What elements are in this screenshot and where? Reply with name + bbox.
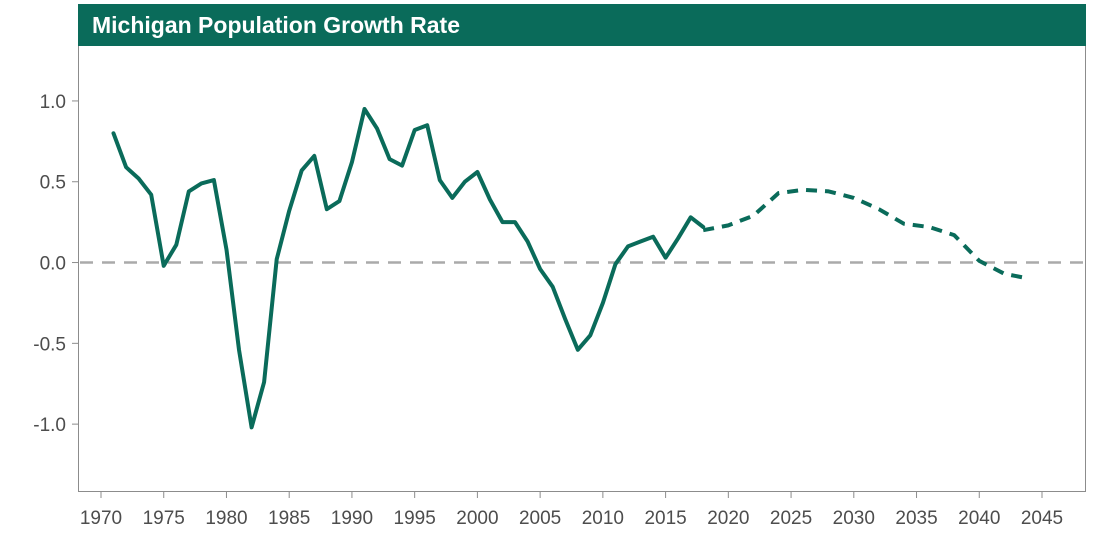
projected-growth-line xyxy=(702,187,1030,281)
y-tick-label: -1.0 xyxy=(33,415,66,436)
x-tick-label: 1980 xyxy=(205,508,247,529)
x-tick-label: 2040 xyxy=(958,508,1000,529)
y-tick-label: 0.0 xyxy=(40,254,66,275)
x-tick-label: 2020 xyxy=(707,508,749,529)
chart-title-bar: Michigan Population Growth Rate xyxy=(78,4,1086,46)
y-tick-label: -0.5 xyxy=(33,334,66,355)
x-tick-label: 2000 xyxy=(456,508,498,529)
y-tick-label: 1.0 xyxy=(40,92,66,113)
historical-growth-line xyxy=(111,107,706,430)
x-tick-label: 1985 xyxy=(268,508,310,529)
x-tick-label: 2025 xyxy=(770,508,812,529)
chart-title: Michigan Population Growth Rate xyxy=(92,11,460,38)
x-tick-label: 2045 xyxy=(1021,508,1063,529)
x-tick-label: 1970 xyxy=(80,508,122,529)
x-tick-label: 2035 xyxy=(895,508,937,529)
x-tick-label: 1995 xyxy=(394,508,436,529)
x-tick-label: 2015 xyxy=(644,508,686,529)
x-tick-label: 2030 xyxy=(833,508,875,529)
x-tick-label: 1990 xyxy=(331,508,373,529)
y-tick-label: 0.5 xyxy=(40,173,66,194)
x-tick-label: 2010 xyxy=(582,508,624,529)
x-tick-label: 1975 xyxy=(143,508,185,529)
x-tick-label: 2005 xyxy=(519,508,561,529)
